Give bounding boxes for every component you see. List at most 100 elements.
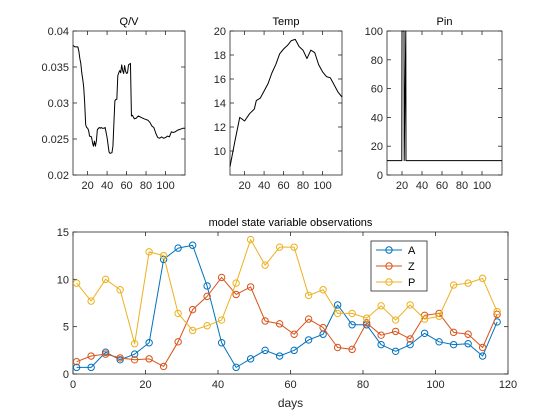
y-tick-label: 0 <box>63 369 69 381</box>
data-point-A <box>478 352 487 360</box>
data-point-A <box>261 346 269 355</box>
data-point-A <box>116 356 124 364</box>
chart-title: Q/V <box>120 16 140 28</box>
x-tick-label: 60 <box>120 180 132 192</box>
data-point-A <box>377 340 385 349</box>
y-tick-label: 0 <box>377 170 383 182</box>
legend-label-P: P <box>408 277 415 289</box>
legend-marker-P <box>385 278 393 286</box>
x-tick-label: 20 <box>139 379 151 391</box>
data-point-P <box>159 251 168 260</box>
chart-title: Temp <box>273 16 300 28</box>
data-point-Z <box>304 315 313 323</box>
data-point-P <box>362 314 371 322</box>
data-point-P <box>203 322 211 330</box>
data-point-Z <box>391 327 400 336</box>
x-tick-label: 120 <box>499 379 517 391</box>
y-tick-label: 10 <box>214 146 226 158</box>
y-tick-label: 80 <box>371 55 383 67</box>
data-point-P <box>101 275 110 284</box>
chart-1: 20 40 60 80 100 10 12 14 16 18 20 Temp <box>214 16 343 192</box>
data-point-A <box>275 352 284 360</box>
data-point-P <box>232 279 240 287</box>
data-point-P <box>319 286 327 294</box>
data-point-P <box>478 274 487 283</box>
data-point-A <box>391 347 400 355</box>
data-point-P <box>145 248 153 256</box>
x-axis-label: days <box>278 396 303 410</box>
data-point-A <box>449 340 458 349</box>
chart-0: 20 40 60 80 100 0.02 0.025 0.03 0.035 0.04 Q/V <box>41 16 186 192</box>
y-tick-label: 0.035 <box>41 62 69 74</box>
data-point-Z <box>478 343 487 352</box>
data-point-P <box>217 316 226 324</box>
data-point-P <box>130 340 139 348</box>
data-point-P <box>87 297 95 305</box>
data-point-A <box>246 355 255 363</box>
y-tick-label: 10 <box>57 274 69 286</box>
series-line-s0 <box>387 30 502 162</box>
x-tick-label: 20 <box>396 180 408 192</box>
data-point-Z <box>188 305 197 314</box>
x-tick-label: 40 <box>212 379 224 391</box>
data-point-Z <box>72 357 81 366</box>
data-point-P <box>72 279 81 287</box>
y-tick-label: 20 <box>214 26 226 38</box>
y-tick-label: 12 <box>214 122 226 134</box>
data-point-P <box>304 291 313 300</box>
data-point-Z <box>174 338 182 346</box>
data-point-A <box>232 363 240 372</box>
data-point-Z <box>116 354 124 362</box>
series-line-s0 <box>229 38 343 167</box>
x-tick-label: 0 <box>70 379 76 391</box>
x-tick-label: 80 <box>140 180 152 192</box>
y-tick-label: 40 <box>371 112 383 124</box>
x-tick-label: 20 <box>81 180 93 192</box>
data-point-A <box>420 329 429 337</box>
data-point-P <box>261 261 269 269</box>
legend-marker-A <box>385 246 393 254</box>
y-tick-label: 0.025 <box>41 134 69 146</box>
chart-title: model state variable observations <box>209 217 373 229</box>
data-point-Z <box>232 290 240 299</box>
data-point-P <box>493 307 501 316</box>
x-tick-label: 60 <box>284 379 296 391</box>
axes-box <box>229 30 343 176</box>
data-point-Z <box>159 362 168 371</box>
y-tick-label: 0.02 <box>48 170 69 182</box>
data-point-P <box>290 243 298 251</box>
data-point-Z <box>333 343 342 352</box>
data-point-A <box>290 346 298 355</box>
data-point-Z <box>101 350 110 358</box>
data-point-A <box>188 241 197 249</box>
y-tick-label: 15 <box>57 227 69 239</box>
y-tick-label: 100 <box>365 26 383 38</box>
x-tick-label: 40 <box>258 180 270 192</box>
data-point-Z <box>319 323 327 332</box>
x-tick-label: 80 <box>297 180 309 192</box>
data-point-P <box>348 309 356 318</box>
data-point-P <box>449 281 458 289</box>
data-point-P <box>435 312 443 320</box>
data-point-A <box>203 282 211 290</box>
data-point-Z <box>275 320 284 328</box>
data-point-Z <box>246 283 255 291</box>
data-point-Z <box>348 345 356 354</box>
y-tick-label: 18 <box>214 50 226 62</box>
data-point-Z <box>290 330 298 338</box>
chart-title: Pin <box>437 16 453 28</box>
axes-box <box>72 30 186 176</box>
data-point-Z <box>217 273 226 282</box>
data-point-A <box>333 301 342 309</box>
data-point-P <box>275 243 284 251</box>
y-tick-label: 0.04 <box>48 26 69 38</box>
data-point-A <box>101 348 110 356</box>
data-point-Z <box>377 331 385 339</box>
legend-label-Z: Z <box>408 261 415 273</box>
x-tick-label: 80 <box>456 180 468 192</box>
y-tick-label: 5 <box>63 322 69 334</box>
y-tick-label: 60 <box>371 84 383 96</box>
data-point-Z <box>203 292 211 301</box>
data-point-Z <box>130 356 139 364</box>
